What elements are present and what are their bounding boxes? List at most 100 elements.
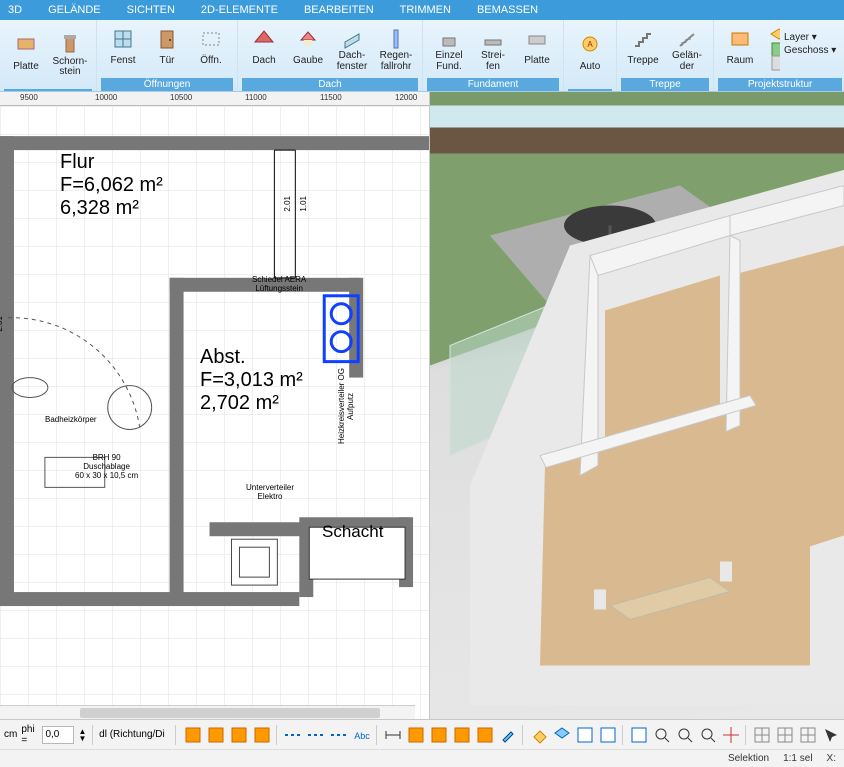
ribbon-btn-downpipe[interactable]: Regen-fallrohr — [374, 23, 418, 77]
status-ratio: 1:1 sel — [783, 753, 812, 764]
ribbon-btn-opening[interactable]: Öffn. — [189, 23, 233, 77]
ruler-mark: 11000 — [245, 93, 267, 102]
ribbon-btn-door[interactable]: Tür — [145, 23, 189, 77]
view3d-canvas[interactable] — [430, 92, 844, 719]
ribbon-btn-label: Platte — [13, 56, 39, 78]
ribbon-btn-label: Regen-fallrohr — [380, 51, 413, 73]
plan-annotation: 2.01 — [0, 316, 5, 332]
toolbar-icon-mgl1[interactable] — [651, 725, 671, 745]
plan-annotation: Schiedel AERALüftungsstein — [252, 276, 306, 294]
toolbar-icon-sqg2[interactable] — [428, 725, 448, 745]
toolbar-icon-arrow[interactable] — [820, 725, 840, 745]
ribbon-btn-chimney[interactable]: Schorn-stein — [48, 29, 92, 83]
ribbon-btn-label: Dach — [252, 51, 275, 73]
ribbon-group-4: A Auto — [564, 20, 617, 91]
window-icon — [112, 28, 134, 50]
ruler-mark: 10000 — [95, 93, 117, 102]
ribbon-group-label: Öffnungen — [101, 78, 233, 91]
scrollbar-horizontal[interactable] — [0, 705, 415, 719]
blank-icon — [768, 57, 780, 69]
ribbon-btn-gable[interactable]: Gaube — [286, 23, 330, 77]
toolbar-icon-sqg4[interactable] — [474, 725, 494, 745]
room-icon — [729, 28, 751, 50]
phi-input[interactable] — [42, 726, 74, 744]
ribbon-btn-fund2[interactable]: Strei-fen — [471, 23, 515, 77]
menu-bearbeiten[interactable]: BEARBEITEN — [304, 4, 374, 16]
toolbar-icon-sq4[interactable] — [251, 725, 271, 745]
ribbon-group-Treppe: TreppeGelän-derTreppe — [617, 20, 714, 91]
toolbar-icon-sqg1[interactable] — [405, 725, 425, 745]
ribbon-btn-auto[interactable]: A Auto — [568, 29, 612, 83]
menu-trimmen[interactable]: TRIMMEN — [400, 4, 451, 16]
ribbon-btn-label: Öffn. — [200, 51, 222, 73]
ribbon-btn-label: Auto — [580, 56, 601, 78]
chimney-icon — [59, 33, 81, 55]
menu-gelaende[interactable]: GELÄNDE — [48, 4, 101, 16]
toolbar-icon-mgl3[interactable] — [697, 725, 717, 745]
toolbar-icon-blank1[interactable] — [574, 725, 594, 745]
toolbar-icon-crosshair[interactable] — [720, 725, 740, 745]
toolbar-icon-dim[interactable] — [382, 725, 402, 745]
downpipe-icon — [385, 28, 407, 50]
ribbon-btn-room[interactable]: Raum — [718, 23, 762, 77]
toolbar-icon-sq2[interactable] — [205, 725, 225, 745]
phi-stepper[interactable]: ▲▼ — [78, 728, 86, 742]
toolbar-icon-dropper[interactable] — [497, 725, 517, 745]
toolbar-icon-blank2[interactable] — [597, 725, 617, 745]
toolbar-icon-abc[interactable]: Abc — [351, 725, 371, 745]
bottom-toolbar: cm phi = ▲▼ dl (Richtung/Di Abc — [0, 719, 844, 749]
toolbar-icon-dash3[interactable] — [328, 725, 348, 745]
plan-annotation: 1.01 — [300, 196, 309, 212]
skylight-icon — [341, 28, 363, 50]
ribbon-group-Projektstruktur: RaumLayer ▾Geschoss ▾Projektstruktur — [714, 20, 844, 91]
menu-sichten[interactable]: SICHTEN — [127, 4, 175, 16]
menu-bemassen[interactable]: BEMASSEN — [477, 4, 538, 16]
ribbon-btn-plate[interactable]: Platte — [4, 29, 48, 83]
roof-icon — [253, 28, 275, 50]
richtung-field[interactable]: dl (Richtung/Di — [99, 729, 169, 740]
ribbon-group-label: Dach — [242, 78, 418, 91]
ribbon-btn-fund1[interactable]: EinzelFund. — [427, 23, 471, 77]
ribbon-btn-label: Strei-fen — [481, 51, 505, 73]
view3d-svg — [430, 92, 844, 719]
svg-text:Abc: Abc — [354, 731, 370, 741]
toolbar-icon-mgl2[interactable] — [674, 725, 694, 745]
toolbar-icon-sq1[interactable] — [182, 725, 202, 745]
plan-canvas[interactable]: Flur F=6,062 m² 6,328 m² Abst. F=3,013 m… — [0, 106, 429, 719]
ribbon: Platte Schorn-steinFenstTür Öffn. Öffnungen… — [0, 20, 844, 92]
menu-2d-elemente[interactable]: 2D-ELEMENTE — [201, 4, 278, 16]
stair-icon — [632, 28, 654, 50]
toolbar-icon-snap2[interactable] — [774, 725, 794, 745]
toolbar-icon-sqg3[interactable] — [451, 725, 471, 745]
ribbon-group-label — [4, 89, 92, 91]
ribbon-btn-roof[interactable]: Dach — [242, 23, 286, 77]
ribbon-btn-label: Gelän-der — [672, 51, 702, 73]
pane-3d-view[interactable] — [430, 92, 844, 719]
toolbar-icon-layers[interactable] — [551, 725, 571, 745]
ribbon-btn-window[interactable]: Fenst — [101, 23, 145, 77]
ribbon-btn-skylight[interactable]: Dach-fenster — [330, 23, 374, 77]
workspace: 9500100001050011000115001200012500 Flur … — [0, 92, 844, 719]
svg-text:A: A — [587, 40, 593, 49]
toolbar-icon-snap3[interactable] — [797, 725, 817, 745]
fund2-icon — [482, 28, 504, 50]
ribbon-group-0: Platte Schorn-stein — [0, 20, 97, 91]
toolbar-icon-snap1[interactable] — [751, 725, 771, 745]
toolbar-icon-bucket[interactable] — [528, 725, 548, 745]
toolbar-icon-dash2[interactable] — [305, 725, 325, 745]
plan-annotation: BRH 90Duschablage60 x 30 x 10,5 cm — [75, 454, 138, 480]
ribbon-side-blank[interactable] — [768, 57, 836, 69]
ribbon-btn-stair[interactable]: Treppe — [621, 23, 665, 77]
toolbar-icon-sq3[interactable] — [228, 725, 248, 745]
status-selektion: Selektion — [728, 753, 769, 764]
fund1-icon — [438, 28, 460, 50]
slab-icon — [526, 28, 548, 50]
toolbar-icon-dash1[interactable] — [282, 725, 302, 745]
toolbar-icon-win[interactable] — [628, 725, 648, 745]
pane-2d-plan[interactable]: 9500100001050011000115001200012500 Flur … — [0, 92, 430, 719]
scrollbar-thumb[interactable] — [80, 708, 380, 718]
ribbon-btn-slab[interactable]: Platte — [515, 23, 559, 77]
ribbon-btn-rail[interactable]: Gelän-der — [665, 23, 709, 77]
ribbon-group-Dach: DachGaubeDach-fensterRegen-fallrohrDach — [238, 20, 423, 91]
menu-3d[interactable]: 3D — [8, 4, 22, 16]
